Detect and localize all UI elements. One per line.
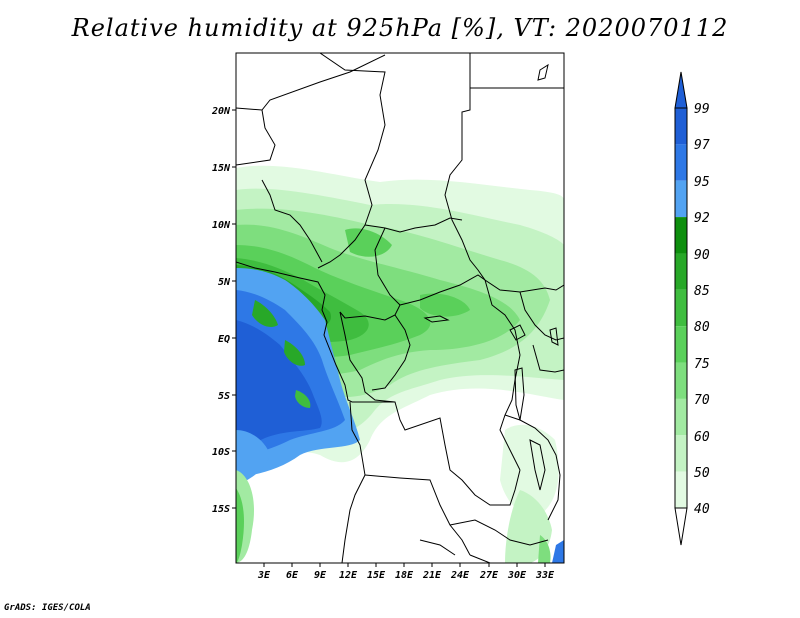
lat-label: 10S bbox=[212, 447, 230, 458]
grads-credit: GrADS: IGES/COLA bbox=[4, 603, 91, 613]
colorbar-label: 92 bbox=[694, 211, 710, 226]
lat-label: 20N bbox=[211, 106, 231, 117]
lon-label: 12E bbox=[339, 570, 358, 581]
lat-label: 15S bbox=[212, 504, 230, 515]
lon-label: 6E bbox=[286, 570, 299, 581]
colorbar-label: 85 bbox=[694, 284, 710, 299]
latitude-axis: 20N 15N 10N 5N EQ 5S 10S 15S bbox=[211, 106, 236, 515]
colorbar-label: 60 bbox=[694, 430, 710, 445]
colorbar-cell bbox=[675, 108, 687, 145]
lon-label: 24E bbox=[450, 570, 470, 581]
lat-label: 5S bbox=[218, 391, 230, 402]
colorbar-cell bbox=[675, 289, 687, 327]
lat-label: 5N bbox=[218, 277, 231, 288]
colorbar-cell bbox=[675, 362, 687, 399]
colorbar-cell bbox=[675, 326, 687, 363]
lon-label: 15E bbox=[367, 570, 386, 581]
colorbar-label: 40 bbox=[694, 502, 710, 517]
colorbar-label: 99 bbox=[694, 102, 710, 117]
lon-label: 30E bbox=[507, 570, 527, 581]
colorbar-cell bbox=[675, 180, 687, 218]
colorbar-cell bbox=[675, 471, 687, 508]
lon-label: 27E bbox=[479, 570, 499, 581]
colorbar-outline bbox=[674, 107, 688, 509]
colorbar-label: 97 bbox=[694, 138, 710, 153]
colorbar-cell bbox=[675, 217, 687, 254]
lat-label: EQ bbox=[218, 334, 230, 345]
colorbar-label: 95 bbox=[694, 175, 710, 190]
colorbar-bottom-arrow bbox=[674, 507, 688, 546]
colorbar-label: 75 bbox=[694, 357, 710, 372]
lon-label: 21E bbox=[422, 570, 442, 581]
colorbar-cell bbox=[675, 144, 687, 181]
lon-label: 3E bbox=[257, 570, 271, 581]
colorbar-cell bbox=[675, 253, 687, 290]
plot-frame bbox=[235, 52, 565, 564]
colorbar-label: 70 bbox=[694, 393, 710, 408]
map-title: Relative humidity at 925hPa [%], VT: 202… bbox=[71, 14, 729, 42]
humidity-field bbox=[236, 165, 564, 563]
colorbar-label: 80 bbox=[694, 320, 710, 335]
colorbar: 99 97 95 92 90 85 80 75 70 60 50 40 bbox=[674, 71, 710, 546]
colorbar-label: 90 bbox=[694, 248, 710, 263]
country-borders bbox=[236, 53, 564, 563]
colorbar-label: 50 bbox=[694, 466, 710, 481]
lat-label: 15N bbox=[212, 163, 231, 174]
lon-label: 33E bbox=[535, 570, 555, 581]
colorbar-top-arrow bbox=[674, 71, 688, 109]
longitude-axis: 3E 6E 9E 12E 15E 18E 21E 24E 27E 30E 33E bbox=[257, 563, 555, 581]
colorbar-cell bbox=[675, 435, 687, 472]
lat-label: 10N bbox=[212, 220, 231, 231]
lon-label: 9E bbox=[314, 570, 327, 581]
colorbar-cell bbox=[675, 398, 687, 436]
lon-label: 18E bbox=[395, 570, 414, 581]
